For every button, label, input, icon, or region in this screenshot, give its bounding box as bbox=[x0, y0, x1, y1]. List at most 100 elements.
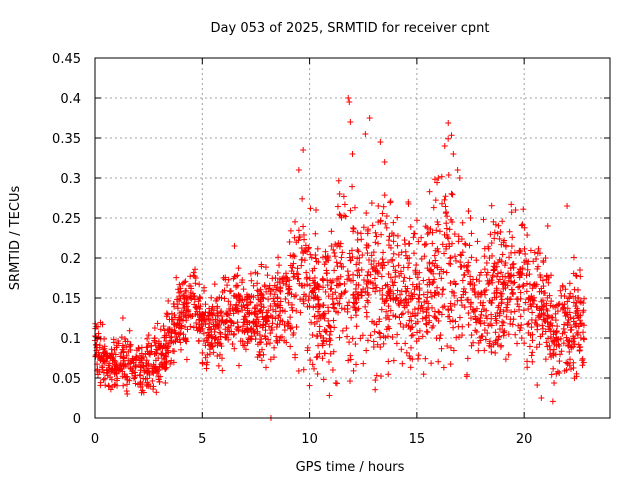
data-point bbox=[329, 301, 336, 308]
data-point bbox=[287, 325, 294, 332]
data-point bbox=[151, 325, 158, 332]
data-point bbox=[359, 252, 366, 259]
data-point bbox=[491, 290, 498, 297]
data-point bbox=[344, 268, 351, 275]
data-point bbox=[422, 314, 429, 321]
data-point bbox=[356, 259, 363, 266]
data-point bbox=[486, 342, 493, 349]
data-point bbox=[211, 326, 218, 333]
data-point bbox=[350, 271, 357, 278]
data-point bbox=[554, 336, 561, 343]
data-point bbox=[346, 339, 353, 346]
data-point bbox=[254, 302, 261, 309]
data-point bbox=[263, 341, 270, 348]
data-point bbox=[247, 326, 254, 333]
data-point bbox=[564, 203, 571, 209]
data-point bbox=[368, 261, 375, 268]
data-point bbox=[481, 266, 488, 273]
data-point bbox=[392, 313, 399, 320]
data-point bbox=[313, 258, 320, 265]
data-point bbox=[523, 272, 530, 279]
data-point bbox=[321, 350, 328, 357]
data-point bbox=[326, 331, 333, 338]
data-point bbox=[225, 298, 232, 305]
data-point bbox=[580, 329, 587, 336]
data-point bbox=[431, 252, 438, 259]
data-point bbox=[288, 304, 295, 311]
data-point bbox=[301, 282, 308, 289]
data-point bbox=[143, 382, 150, 389]
data-point bbox=[398, 311, 405, 318]
data-point bbox=[300, 231, 307, 238]
data-point bbox=[254, 270, 261, 277]
data-point bbox=[394, 214, 401, 221]
data-point bbox=[487, 231, 494, 238]
data-point bbox=[160, 323, 167, 330]
data-point bbox=[246, 319, 253, 326]
data-point bbox=[443, 269, 450, 276]
data-point bbox=[178, 323, 185, 330]
data-point bbox=[397, 268, 404, 275]
data-point bbox=[105, 382, 112, 389]
data-point bbox=[331, 249, 338, 256]
data-point bbox=[251, 305, 258, 312]
data-point bbox=[320, 376, 327, 383]
data-point bbox=[545, 323, 552, 330]
data-point bbox=[570, 254, 577, 261]
data-point bbox=[506, 254, 513, 261]
data-point bbox=[310, 304, 317, 311]
data-point bbox=[416, 269, 423, 276]
data-point bbox=[490, 341, 497, 348]
data-point bbox=[186, 282, 193, 289]
data-point bbox=[485, 322, 492, 329]
data-point bbox=[176, 331, 183, 338]
data-point bbox=[550, 350, 557, 357]
data-point bbox=[103, 353, 110, 360]
data-point bbox=[126, 327, 133, 334]
data-point bbox=[387, 199, 394, 206]
data-point bbox=[379, 285, 386, 292]
data-point bbox=[570, 364, 577, 371]
data-point bbox=[431, 289, 438, 296]
data-point bbox=[353, 361, 360, 368]
data-point bbox=[306, 275, 313, 282]
data-point bbox=[482, 336, 489, 343]
data-point bbox=[448, 132, 455, 139]
data-point bbox=[262, 283, 269, 290]
data-point bbox=[494, 230, 501, 237]
data-point bbox=[257, 286, 264, 293]
data-point bbox=[112, 351, 119, 358]
data-point bbox=[491, 264, 498, 271]
data-point bbox=[298, 245, 305, 252]
data-point bbox=[438, 266, 445, 273]
data-point bbox=[477, 337, 484, 344]
data-point bbox=[447, 255, 454, 262]
data-point bbox=[248, 325, 255, 332]
data-point bbox=[577, 312, 584, 319]
data-point bbox=[196, 305, 203, 312]
data-point bbox=[445, 120, 452, 127]
data-point bbox=[467, 273, 474, 280]
data-point bbox=[454, 297, 461, 304]
data-point bbox=[432, 314, 439, 321]
data-point bbox=[384, 281, 391, 288]
data-point bbox=[464, 267, 471, 274]
data-point bbox=[300, 223, 307, 230]
data-point bbox=[573, 272, 580, 279]
data-point bbox=[534, 265, 541, 272]
data-point bbox=[372, 229, 379, 236]
data-point bbox=[579, 355, 586, 362]
data-point bbox=[335, 240, 342, 247]
x-tick-label: 10 bbox=[301, 432, 318, 447]
data-point bbox=[441, 143, 448, 149]
data-point bbox=[372, 288, 379, 295]
data-point bbox=[353, 261, 360, 268]
data-point bbox=[253, 323, 260, 330]
data-point bbox=[282, 281, 289, 288]
data-point bbox=[455, 238, 462, 245]
data-point bbox=[317, 315, 324, 322]
data-point bbox=[206, 351, 213, 358]
data-point bbox=[337, 212, 344, 219]
data-point bbox=[451, 231, 458, 238]
data-point bbox=[429, 324, 436, 331]
